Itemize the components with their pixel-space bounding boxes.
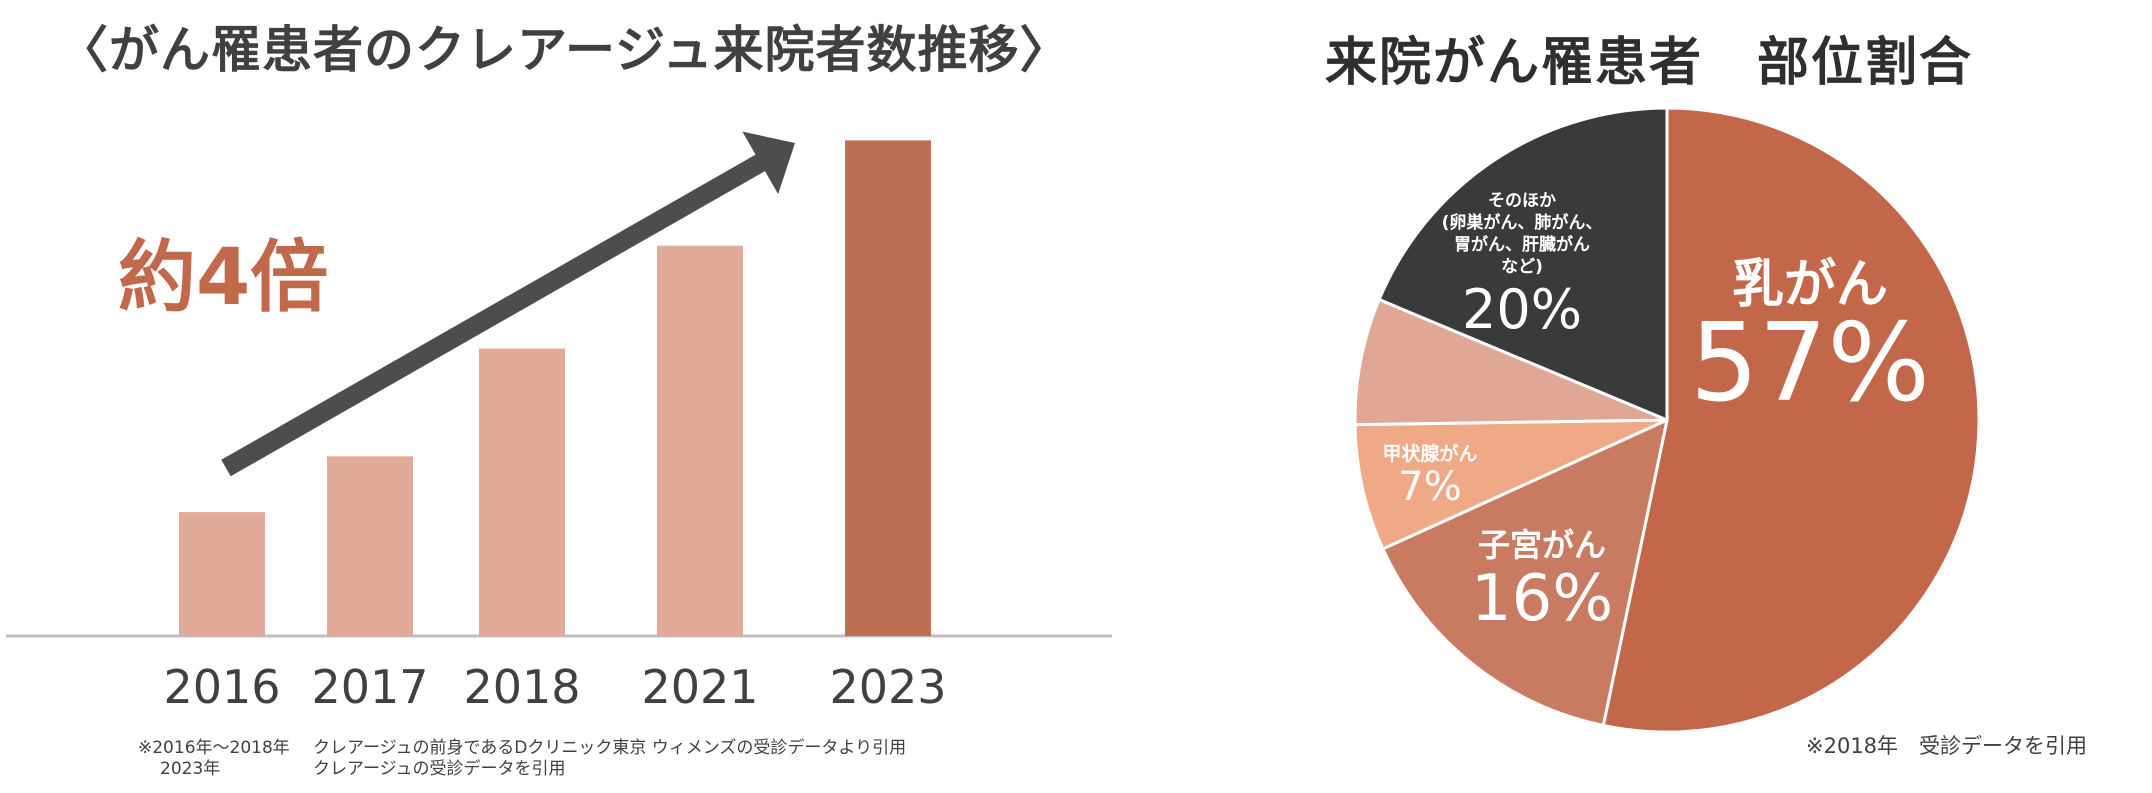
note-period-2: 2023年 — [160, 759, 221, 779]
x-tick-label-2023: 2023 — [829, 660, 947, 714]
pie-slice-unlabeled — [1353, 297, 1668, 427]
bar-2023 — [845, 140, 931, 636]
x-tick-label-2018: 2018 — [463, 660, 581, 714]
x-tick-label-2017: 2017 — [311, 660, 429, 714]
pie-label-other: そのほか(卵巣がん、肺がん、胃がん、肝臓がんなど) — [1442, 191, 1603, 277]
bar-chart — [6, 131, 1112, 638]
growth-annotation: 約4倍 — [118, 233, 329, 323]
pie-label-thyroid: 甲状腺がん — [1382, 442, 1477, 465]
pie-slice-uterus — [1380, 417, 1670, 728]
x-tick-label-2016: 2016 — [163, 660, 281, 714]
pie-note: ※2018年 受診データを引用 — [1806, 734, 2088, 758]
pie-label-breast: 乳がん — [1732, 255, 1888, 315]
note-period-1: ※2016年～2018年 — [138, 738, 290, 758]
bar-chart-title: 〈がん罹患者のクレアージュ来院者数推移〉 — [58, 21, 1071, 79]
note-source-1: クレアージュの前身であるDクリニック東京 ウィメンズの受診データより引用 — [313, 738, 907, 758]
x-tick-label-2021: 2021 — [641, 660, 759, 714]
bar-2016 — [179, 512, 265, 636]
bar-2017 — [327, 456, 413, 636]
pie-value-breast: 57% — [1690, 301, 1930, 426]
trend-arrow — [221, 131, 796, 477]
pie-slice-thyroid — [1353, 418, 1668, 551]
pie-chart-title: 来院がん罹患者 部位割合 — [1325, 33, 1974, 93]
bar-2018 — [479, 348, 565, 636]
pie-value-uterus: 16% — [1471, 562, 1613, 636]
bar-2021 — [657, 245, 743, 636]
pie-value-other: 20% — [1462, 278, 1582, 341]
pie-label-uterus: 子宮がん — [1478, 526, 1606, 564]
pie-slice-other — [1377, 106, 1669, 423]
pie-slice-breast — [1601, 106, 1981, 734]
note-source-2: クレアージュの受診データを引用 — [313, 759, 566, 779]
pie-value-thyroid: 7% — [1398, 464, 1461, 510]
